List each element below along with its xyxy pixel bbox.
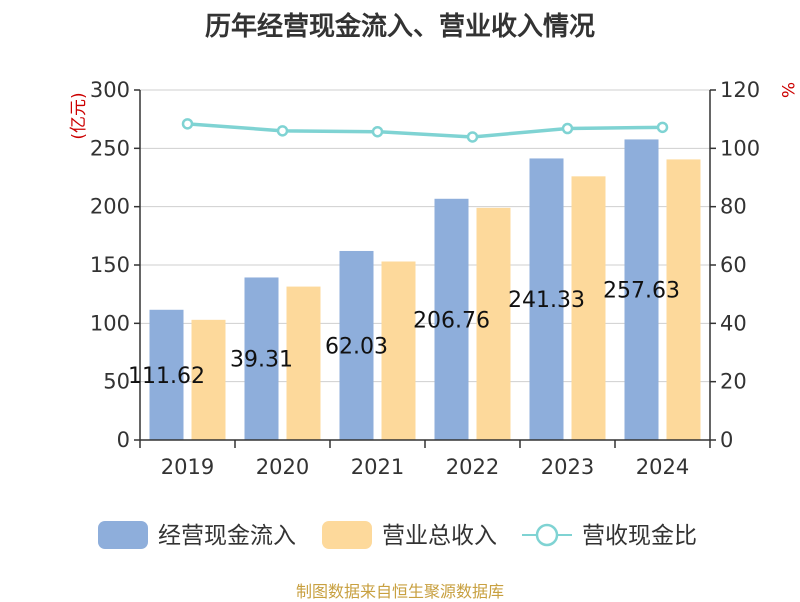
bar-cash-inflow (339, 250, 374, 440)
y-right-unit: % (777, 82, 797, 98)
data-label-cash-inflow: 206.76 (413, 308, 490, 333)
bar-total-revenue (571, 176, 606, 441)
legend-item-ratio: 营收现金比 (522, 523, 697, 549)
x-tick-label: 2023 (541, 455, 594, 479)
legend-layer: 经营现金流入 营业总收入 营收现金比 (98, 521, 697, 549)
bar-total-revenue (286, 286, 321, 440)
y-right-tick-label: 0 (720, 428, 733, 452)
line-layer (181, 118, 669, 143)
line-point (466, 131, 479, 143)
legend-label: 营业总收入 (382, 523, 497, 549)
data-label-cash-inflow: 111.62 (128, 364, 205, 389)
legend-label: 经营现金流入 (158, 523, 296, 549)
line-point (371, 125, 384, 138)
legend-swatch (322, 521, 372, 549)
line-point (276, 125, 289, 137)
label-layer: 111.62 39.31 62.03 206.76 241.33 257.63 (128, 279, 680, 389)
bar-layer (149, 139, 701, 441)
y-left-tick-label: 50 (103, 370, 130, 394)
axis-layer: 0 50 100 150 200 250 300 0 20 40 60 80 100 120 2019 202… (69, 78, 797, 479)
legend-swatch (98, 521, 148, 549)
data-label-cash-inflow: 62.03 (325, 334, 388, 359)
x-tick-label: 2024 (636, 455, 689, 479)
line-point (181, 118, 194, 130)
y-right-tick-label: 120 (720, 78, 760, 102)
x-tick-label: 2020 (256, 455, 309, 479)
bar-cash-inflow (529, 158, 564, 440)
legend-item-total-revenue: 营业总收入 (322, 521, 497, 549)
y-left-tick-label: 100 (90, 311, 130, 335)
line-point (656, 121, 669, 134)
y-left-tick-label: 0 (117, 428, 130, 452)
data-label-cash-inflow: 257.63 (603, 279, 680, 304)
y-left-tick-label: 150 (90, 253, 130, 277)
chart-title: 历年经营现金流入、营业收入情况 (204, 12, 595, 42)
bar-total-revenue (191, 319, 226, 440)
data-label-cash-inflow: 241.33 (508, 288, 585, 313)
y-right-tick-label: 60 (720, 253, 747, 277)
y-right-tick-label: 80 (720, 195, 747, 219)
y-left-tick-label: 300 (90, 78, 130, 102)
bar-cash-inflow (149, 309, 184, 440)
legend-label: 营收现金比 (582, 523, 697, 549)
bar-total-revenue (381, 261, 416, 440)
y-left-unit: (亿元) (69, 92, 89, 139)
x-tick-label: 2022 (446, 455, 499, 479)
legend-item-cash-inflow: 经营现金流入 (98, 521, 296, 549)
x-tick-label: 2019 (161, 455, 214, 479)
y-left-tick-label: 200 (90, 195, 130, 219)
y-right-tick-label: 40 (720, 311, 747, 335)
y-right-tick-label: 20 (720, 370, 747, 394)
bar-cash-inflow (624, 139, 659, 440)
legend-swatch-marker (535, 523, 559, 547)
bar-cash-inflow (244, 277, 279, 440)
y-left-tick-label: 250 (90, 136, 130, 160)
line-cash-revenue-ratio (187, 122, 663, 139)
line-point (561, 122, 574, 135)
data-label-cash-inflow: 39.31 (230, 348, 293, 373)
bar-cash-inflow (434, 198, 469, 440)
bar-total-revenue (476, 207, 511, 440)
y-right-tick-label: 100 (720, 136, 760, 160)
source-note: 制图数据来自恒生聚源数据库 (295, 582, 504, 601)
x-tick-label: 2021 (351, 455, 404, 479)
bar-total-revenue (666, 159, 701, 440)
